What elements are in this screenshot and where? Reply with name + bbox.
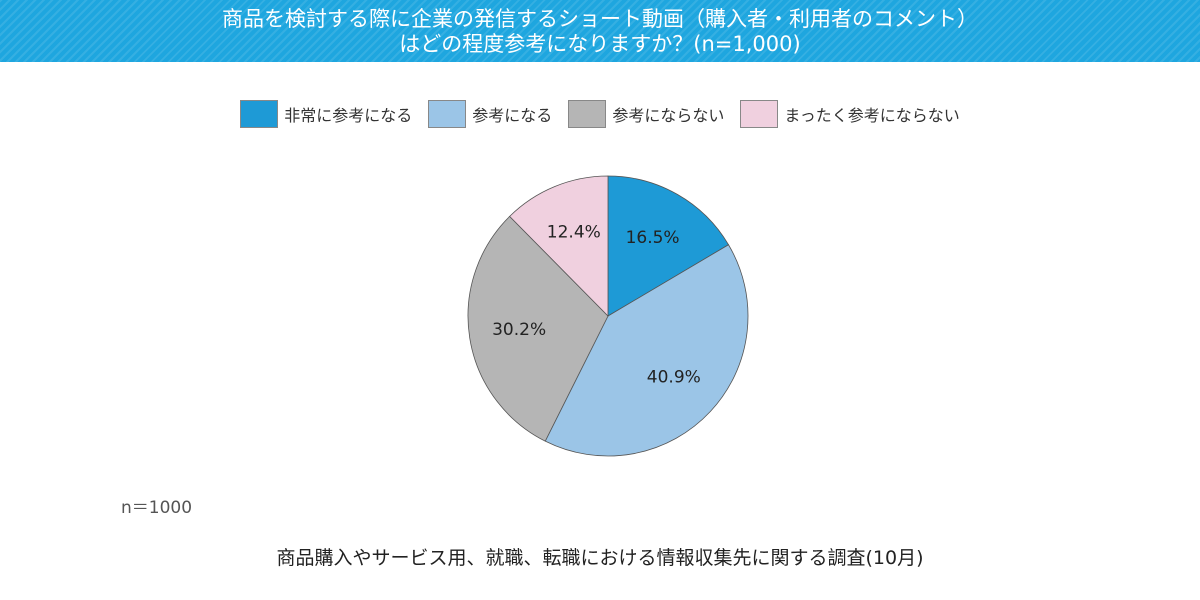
sample-size-label: n＝1000 [121,498,193,518]
data-label: 12.4% [547,223,601,243]
legend-item-very-helpful: 非常に参考になる [240,100,412,128]
legend-swatch [568,100,607,128]
legend-label: 参考になる [472,106,553,125]
legend-swatch [240,100,279,128]
legend-item-not-helpful: 参考にならない [568,100,724,128]
pie-slice-very-helpful [607,175,730,317]
legend-label: 参考にならない [612,106,725,125]
legend-item-helpful: 参考になる [428,100,552,128]
chart-title-line-2: はどの程度参考になりますか？(n=1,000) [399,32,801,56]
data-label: 16.5% [626,228,680,248]
legend-label: 非常に参考になる [284,106,413,125]
chart-legend: 非常に参考になる 参考になる 参考にならない まったく参考にならない [0,100,1200,128]
pie-slice-helpful [544,244,749,457]
title-banner: 商品を検討する際に企業の発信するショート動画（購入者・利用者のコメント） はどの… [0,0,1200,62]
pie-slice-not-at-all-helpful [509,175,609,317]
survey-footnote: 商品購入やサービス用、就職、転職における情報収集先に関する調査(10月) [276,547,924,569]
data-label: 30.2% [492,320,546,340]
legend-swatch [740,100,779,128]
legend-swatch [428,100,467,128]
data-label: 40.9% [647,367,701,387]
legend-label: まったく参考にならない [784,106,960,125]
chart-title-line-1: 商品を検討する際に企業の発信するショート動画（購入者・利用者のコメント） [222,7,978,31]
legend-item-not-at-all-helpful: まったく参考にならない [740,100,960,128]
pie-slice-not-helpful [467,215,609,442]
